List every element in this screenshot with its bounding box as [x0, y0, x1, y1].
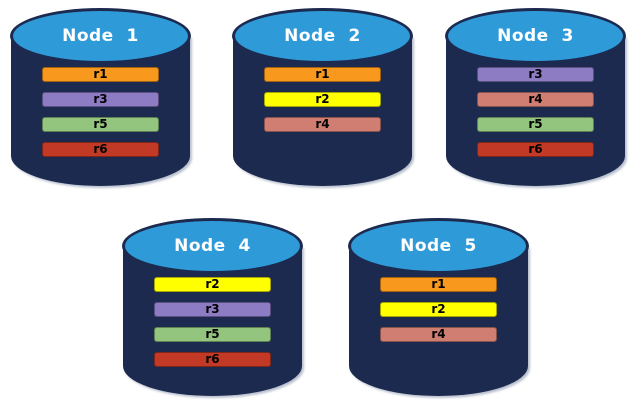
replica-r6-bar: r6 [477, 142, 594, 157]
replica-r6-bar: r6 [42, 142, 159, 157]
node-1-cylinder-top: Node 1 [10, 8, 191, 64]
node-5-title: Node 5 [400, 236, 477, 256]
replica-r2-bar: r2 [154, 277, 271, 292]
node-2: Node 2 r1 r2 r4 [232, 8, 413, 186]
replica-r3-bar: r3 [42, 92, 159, 107]
replica-r4-bar: r4 [264, 117, 381, 132]
node-4-replica-list: r2 r3 r5 r6 [154, 277, 271, 367]
replica-r1-bar: r1 [42, 67, 159, 82]
node-5-replica-list: r1 r2 r4 [380, 277, 497, 342]
node-4-title: Node 4 [174, 236, 251, 256]
replica-r2-bar: r2 [380, 302, 497, 317]
node-1: Node 1 r1 r3 r5 r6 [10, 8, 191, 186]
node-2-replica-list: r1 r2 r4 [264, 67, 381, 132]
node-1-replica-list: r1 r3 r5 r6 [42, 67, 159, 157]
node-5-cylinder-top: Node 5 [348, 218, 529, 274]
node-5: Node 5 r1 r2 r4 [348, 218, 529, 396]
node-2-title: Node 2 [284, 26, 361, 46]
node-3: Node 3 r3 r4 r5 r6 [445, 8, 626, 186]
node-1-title: Node 1 [62, 26, 139, 46]
replica-r4-bar: r4 [380, 327, 497, 342]
replica-r3-bar: r3 [477, 67, 594, 82]
replica-r5-bar: r5 [42, 117, 159, 132]
replica-r5-bar: r5 [477, 117, 594, 132]
replica-r1-bar: r1 [264, 67, 381, 82]
replica-r5-bar: r5 [154, 327, 271, 342]
node-3-replica-list: r3 r4 r5 r6 [477, 67, 594, 157]
node-4-cylinder-top: Node 4 [122, 218, 303, 274]
node-2-cylinder-top: Node 2 [232, 8, 413, 64]
replica-r2-bar: r2 [264, 92, 381, 107]
node-3-title: Node 3 [497, 26, 574, 46]
replica-r4-bar: r4 [477, 92, 594, 107]
node-3-cylinder-top: Node 3 [445, 8, 626, 64]
replica-r1-bar: r1 [380, 277, 497, 292]
node-4: Node 4 r2 r3 r5 r6 [122, 218, 303, 396]
replica-r3-bar: r3 [154, 302, 271, 317]
replica-r6-bar: r6 [154, 352, 271, 367]
